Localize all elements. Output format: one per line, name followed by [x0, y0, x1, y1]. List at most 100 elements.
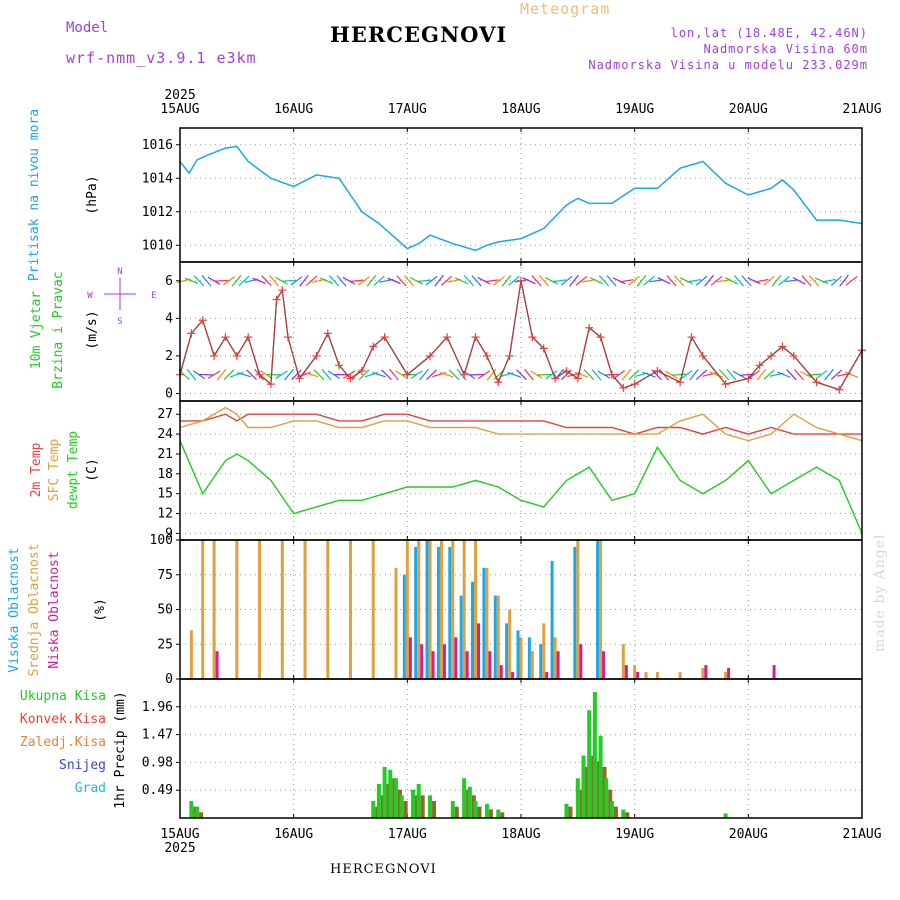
wind-arrow [763, 275, 775, 286]
wind-arrow [778, 275, 790, 286]
cloud-low-bar [556, 651, 560, 679]
wind-arrow [815, 369, 828, 380]
y-tick-label: 100 [150, 533, 173, 548]
wind-arrow [551, 279, 567, 283]
wind-arrow [667, 322, 676, 333]
wind-arrow [666, 275, 677, 287]
cloud-mid-bar [542, 623, 546, 679]
cloud-low-bar [511, 672, 515, 679]
y-tick-label: 1.96 [142, 700, 173, 715]
pressure-line [179, 145, 863, 252]
wind-arrow [845, 276, 858, 286]
wind-arrow [260, 370, 273, 380]
cloud-mid-bar [485, 567, 489, 679]
meteogram-label: Meteogram [520, 0, 611, 18]
wind-arrow [501, 323, 511, 332]
wind-arrow [237, 326, 250, 330]
wind-arrow [802, 322, 811, 333]
wind-arrow [560, 275, 573, 286]
y-tick-label: 12 [157, 507, 173, 522]
cloud-low-bar [772, 665, 776, 679]
wind-arrow [673, 324, 685, 330]
wind-arrow [396, 275, 407, 287]
wind-arrow [612, 277, 626, 285]
wind-arrow [395, 370, 408, 380]
cloud-mid-bar [508, 609, 512, 679]
y-tick-label: 4 [165, 311, 173, 326]
precip-total-bar [484, 803, 489, 818]
wind-arrow [186, 368, 197, 381]
wind-arrow [322, 323, 332, 333]
cloud-mid-bar [326, 540, 330, 679]
wind-arrow [447, 325, 460, 330]
wind-arrow [281, 279, 297, 282]
wind-arrow [777, 327, 791, 329]
wind-axis-sublabel: Brzina i Pravac [51, 271, 66, 388]
wind-arrow [229, 371, 244, 378]
cloud-low-bar [454, 637, 458, 679]
wind-arrow [531, 275, 542, 287]
y-tick-label: 27 [157, 407, 173, 422]
precip-total-bar [411, 789, 416, 818]
wind-arrow [716, 279, 732, 283]
y-tick-label: 1.47 [142, 728, 173, 743]
precip-total-bar [462, 778, 467, 818]
wind-arrow [794, 368, 804, 381]
wind-arrow [358, 276, 370, 286]
y-tick-label: 6 [165, 274, 173, 289]
cloud-high-bar [596, 540, 600, 679]
wind-arrow [387, 277, 401, 285]
precip-total-label: Ukupna Kisa [20, 689, 106, 704]
wind-arrow [734, 322, 743, 333]
cloud-low-bar [545, 672, 549, 679]
wind-arrow [381, 369, 392, 381]
wind-arrow [732, 370, 746, 379]
y-tick-label: 1012 [142, 205, 173, 220]
cloud-mid-bar [405, 540, 409, 679]
wind-arrow [771, 323, 782, 332]
wind-arrow [718, 325, 731, 331]
wind-arrow [544, 277, 559, 285]
wind-arrow [360, 322, 369, 333]
wind-arrow [275, 370, 288, 379]
precip-total-bar [382, 766, 387, 818]
compass-east: E [151, 291, 156, 301]
cloud-low-bar [442, 644, 446, 679]
precip-conv-bar [625, 812, 630, 818]
compass-south: S [117, 317, 122, 327]
cloud-high-bar [493, 595, 497, 679]
wind-arrow [199, 373, 214, 376]
wind-arrow [688, 323, 699, 332]
wind-arrow [621, 368, 632, 381]
precip-total-bar [564, 803, 569, 818]
cloud-mid-bar [496, 595, 500, 679]
precip-total-bar [575, 778, 580, 818]
y-tick-label: 50 [157, 603, 173, 618]
wind-arrow [710, 326, 724, 329]
wind-arrow [486, 368, 497, 381]
wind-arrow [589, 277, 604, 285]
wind-arrow [704, 274, 714, 287]
wind-arrow [636, 323, 647, 332]
cloud-mid-bar [439, 540, 443, 679]
cloud-high-bar [425, 540, 429, 679]
wind-arrow [372, 326, 386, 330]
wind-arrow [598, 275, 610, 287]
wind-arrow [599, 322, 608, 333]
wind-arrow [419, 368, 429, 381]
wind-arrow [536, 373, 552, 376]
wind-arrow [839, 323, 850, 332]
wind-arrow [583, 369, 595, 381]
wind-speed-line [179, 280, 863, 391]
wind-arrow [245, 325, 258, 330]
wind-arrow [336, 324, 348, 331]
wind-arrow [366, 323, 376, 333]
wind-arrow [291, 369, 302, 381]
wind-arrow [845, 327, 859, 329]
precip-total-bar [399, 795, 404, 818]
cloud-mid-bar [189, 630, 193, 679]
cloud-mid-bar [633, 665, 637, 679]
wind-arrow [252, 277, 266, 284]
precip-conv-bar [568, 806, 573, 818]
temp-dewpt-label: dewpt Temp [66, 431, 81, 509]
